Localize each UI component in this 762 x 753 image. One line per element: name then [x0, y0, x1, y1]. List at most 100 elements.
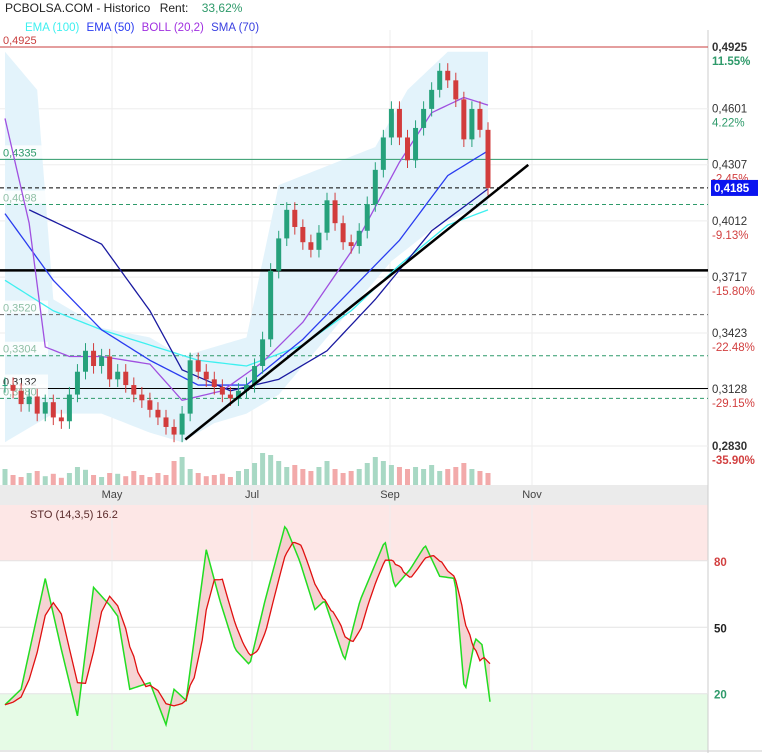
legend-sma70[interactable]: SMA (70)	[211, 22, 260, 34]
candle-body	[203, 371, 209, 380]
candle-body	[155, 409, 161, 418]
volume-bar	[91, 475, 97, 485]
sto-overbought-zone	[0, 505, 708, 561]
volume-bar	[421, 469, 427, 485]
volume-bar	[131, 471, 137, 485]
legend-boll[interactable]: BOLL (20,2)	[141, 22, 204, 34]
volume-bar	[195, 473, 201, 485]
volume-bar	[276, 461, 282, 485]
trendline	[184, 163, 530, 441]
volume-bar	[10, 475, 16, 485]
legend-ema100[interactable]: EMA (100)	[25, 22, 80, 34]
volume-bar	[388, 465, 394, 485]
legend-ema50[interactable]: EMA (50)	[86, 22, 135, 34]
price-pct: 4.22%	[712, 118, 745, 130]
chart-header: PCBOLSA.COM - Historico Rent: 33,62%	[5, 1, 242, 15]
candle-body	[364, 204, 370, 231]
volume-bar	[405, 469, 410, 485]
volume-bar	[308, 471, 314, 485]
candle-body	[42, 402, 48, 414]
candle-body	[26, 396, 32, 405]
candle-body	[66, 394, 72, 422]
volume-bar	[235, 471, 241, 485]
candle-body	[292, 209, 298, 227]
price-tick: 0,3128	[712, 384, 747, 396]
volume-bar	[139, 475, 145, 485]
candle-body	[485, 129, 491, 188]
candle-body	[131, 385, 137, 395]
candle-body	[91, 350, 97, 367]
candle-body	[235, 390, 241, 399]
price-tick: 0,3717	[712, 272, 747, 284]
sto-level-80: 80	[714, 557, 727, 569]
volume-bar	[485, 473, 491, 485]
volume-bar	[348, 471, 354, 485]
volume-bar	[2, 469, 8, 485]
price-pct: 11.55%	[712, 56, 750, 68]
volume-bar	[437, 471, 443, 485]
candle-body	[276, 238, 282, 271]
volume-bar	[453, 467, 459, 485]
candle-body	[380, 137, 386, 170]
price-tick: 0,4925	[712, 42, 748, 54]
current-price-badge	[711, 179, 758, 196]
candle-body	[300, 226, 306, 243]
sto-level-50: 50	[714, 623, 727, 635]
sto-oversold-zone	[0, 694, 708, 750]
candle-body	[396, 108, 402, 138]
candle-body	[356, 230, 362, 247]
volume-bar	[429, 465, 435, 485]
price-tick: 0,4307	[712, 160, 747, 172]
volume-bar	[83, 469, 88, 485]
volume-bar	[34, 471, 40, 485]
indicator-line-ema100	[4, 209, 489, 367]
price-tick: 0,4012	[712, 216, 747, 228]
volume-bar	[469, 469, 475, 485]
candle-body	[469, 108, 475, 140]
price-pct: -15.80%	[712, 286, 755, 298]
volume-bar	[227, 477, 233, 485]
candle-body	[316, 232, 322, 250]
volume-bar	[211, 475, 217, 485]
candle-body	[139, 394, 145, 401]
indicator-legend: EMA (100) EMA (50) BOLL (20,2) SMA (70)	[25, 22, 263, 34]
time-tick-Jul: Jul	[245, 489, 259, 501]
candle-body	[388, 108, 394, 138]
volume-bar	[268, 455, 274, 485]
level-label-bg	[0, 374, 48, 388]
time-tick-Sep: Sep	[380, 489, 400, 501]
volume-bar	[292, 465, 298, 485]
level-label: 0,4098	[3, 193, 37, 205]
volume-bar	[364, 463, 370, 485]
candle-body	[340, 223, 346, 243]
volume-bar	[203, 476, 209, 485]
volume-bar	[380, 461, 386, 485]
volume-bar	[324, 461, 330, 485]
volume-bar	[115, 473, 121, 485]
candle-body	[50, 402, 56, 418]
level-label: 0,4335	[3, 147, 37, 159]
volume-bar	[461, 463, 467, 485]
candle-body	[405, 137, 410, 161]
current-price-label: 0,4185	[714, 183, 750, 195]
candle-body	[211, 379, 217, 387]
price-pct: -22.48%	[712, 342, 755, 354]
candle-body	[348, 242, 354, 247]
candle-body	[107, 356, 113, 380]
volume-bar	[284, 467, 290, 485]
volume-bar	[123, 476, 129, 485]
candle-body	[244, 385, 249, 391]
candle-body	[115, 371, 121, 380]
volume-bar	[445, 469, 451, 485]
candle-body	[284, 209, 290, 239]
candle-body	[123, 371, 129, 386]
volume-bar	[260, 453, 266, 485]
candle-body	[227, 394, 233, 399]
volume-bar	[332, 469, 338, 485]
level-label: 0,3304	[3, 344, 37, 356]
candle-body	[219, 386, 225, 395]
level-label-bg	[0, 300, 48, 314]
level-label-bg	[0, 33, 48, 46]
volume-bar	[372, 457, 378, 485]
